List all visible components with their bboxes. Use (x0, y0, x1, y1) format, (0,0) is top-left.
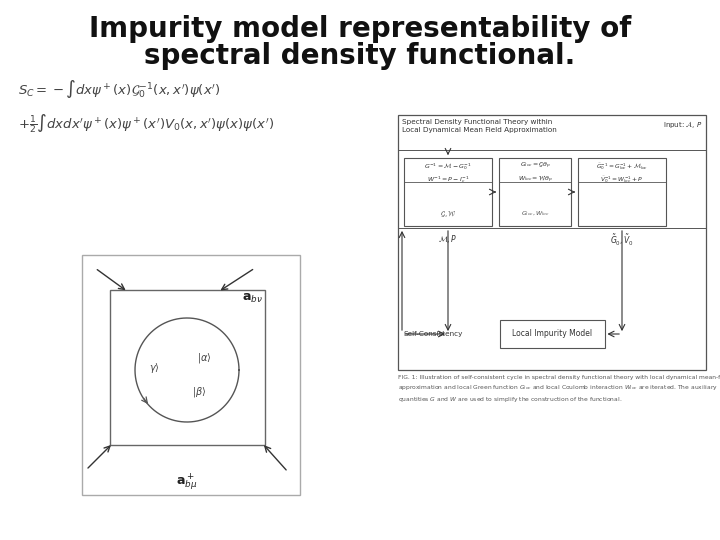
Bar (499, 158, 571, 226)
Text: Self-Consistency: Self-Consistency (403, 331, 462, 337)
Text: $G^{-1}=\mathcal{M}-G_0^{-1}$
$W^{-1}=P-I_c^{-1}$: $G^{-1}=\mathcal{M}-G_0^{-1}$ $W^{-1}=P-… (424, 161, 472, 185)
Bar (398, 115, 706, 370)
Text: $\mathcal{M}, P$: $\mathcal{M}, P$ (438, 233, 458, 245)
Text: $+\frac{1}{2}\int dxdx^\prime\psi^+(x)\psi^+(x^\prime)V_0(x,x^\prime)\psi(x)\psi: $+\frac{1}{2}\int dxdx^\prime\psi^+(x)\p… (18, 112, 274, 135)
Text: $\mathcal{G},\mathcal{W}$: $\mathcal{G},\mathcal{W}$ (440, 209, 456, 219)
Text: Spectral Density Functional Theory within
Local Dynamical Mean Field Approximati: Spectral Density Functional Theory withi… (402, 119, 557, 133)
Bar (404, 158, 492, 226)
Text: $\tilde{G}_0, \tilde{V}_0$: $\tilde{G}_0, \tilde{V}_0$ (610, 233, 634, 248)
Text: Local Impurity Model: Local Impurity Model (512, 329, 592, 339)
Bar (82, 255, 300, 495)
Text: spectral density functional.: spectral density functional. (145, 42, 575, 70)
Text: $S_C = -\int dx\psi^+(x)\mathcal{G}_0^{-1}(x,x^\prime)\psi(x^\prime)$: $S_C = -\int dx\psi^+(x)\mathcal{G}_0^{-… (18, 78, 220, 100)
Bar (500, 320, 605, 348)
Bar (110, 290, 265, 445)
Text: $\mathbf{a}^+_{b\mu}$: $\mathbf{a}^+_{b\mu}$ (176, 471, 198, 492)
Text: $\tilde{G}_0^{-1}=G_{loc}^{-1}+\mathcal{M}_{loc}$
$\tilde{V}_0^{-1}=W_{loc}^{-1}: $\tilde{G}_0^{-1}=G_{loc}^{-1}+\mathcal{… (596, 161, 648, 185)
Text: Impurity model representability of: Impurity model representability of (89, 15, 631, 43)
Text: FIG. 1: Illustration of self-consistent cycle in spectral density functional the: FIG. 1: Illustration of self-consistent … (398, 375, 720, 404)
Text: $G_{loc}, W_{loc}$: $G_{loc}, W_{loc}$ (521, 210, 549, 218)
Text: $\mathbf{a}_{b\nu}$: $\mathbf{a}_{b\nu}$ (242, 292, 263, 305)
Text: Input: $\mathcal{A}$, $P$: Input: $\mathcal{A}$, $P$ (662, 119, 702, 130)
Bar (578, 158, 666, 226)
Text: $|\alpha\rangle$: $|\alpha\rangle$ (197, 351, 212, 365)
Text: $G_{loc}=\mathcal{G}\theta_p$
$W_{loc}=\mathcal{W}\theta_p$: $G_{loc}=\mathcal{G}\theta_p$ $W_{loc}=\… (518, 161, 552, 185)
Text: $\gamma\rangle$: $\gamma\rangle$ (149, 361, 160, 375)
Text: $|\beta\rangle$: $|\beta\rangle$ (192, 385, 207, 399)
